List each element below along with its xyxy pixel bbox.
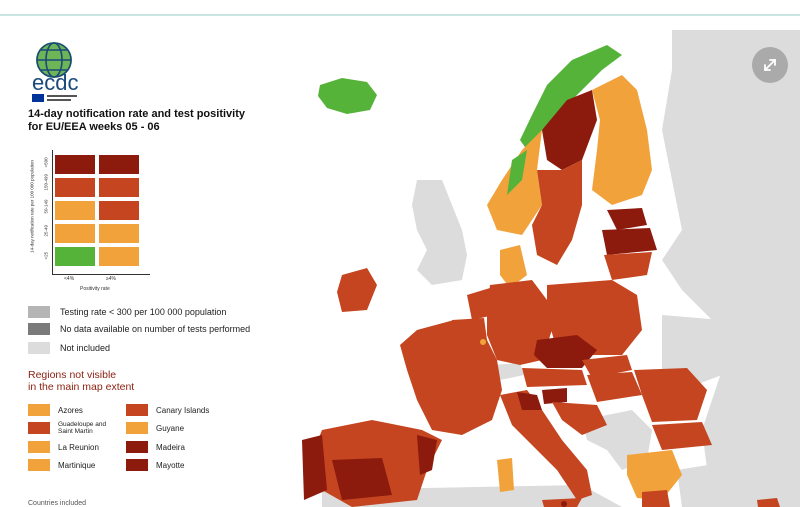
legend-panel: ecdc 14-day notification rate and test p…: [22, 30, 292, 507]
expand-arrows-icon: [764, 59, 776, 71]
matrix-y-label: 14-day notification rate per 100 000 pop…: [29, 160, 35, 253]
non-eu-land-switzerland: [492, 363, 524, 380]
ecdc-logo: ecdc: [32, 42, 78, 102]
x-tick-high: ≥4%: [106, 276, 116, 282]
matrix-cell: [98, 223, 140, 244]
country-germany: [487, 280, 552, 365]
country-lithuania: [604, 252, 652, 280]
y-tick-label: >500: [43, 157, 49, 168]
country-italy-sardinia: [497, 458, 514, 492]
region-la-reunion: La Reunion: [28, 440, 99, 454]
country-norway-north: [520, 45, 622, 150]
legend-item-no-data: No data available on number of tests per…: [28, 322, 250, 336]
country-slovakia: [582, 355, 632, 378]
swatch: [28, 323, 50, 335]
non-eu-land-uk: [412, 180, 467, 285]
country-norway-west: [507, 150, 527, 195]
non-eu-land-turkey: [677, 450, 800, 507]
legend-item-testing-rate: Testing rate < 300 per 100 000 populatio…: [28, 305, 226, 319]
country-estonia: [607, 208, 647, 230]
region-mayotte: Mayotte: [126, 458, 184, 472]
country-czechia: [534, 335, 597, 368]
country-greece: [627, 450, 682, 500]
region-madeira: Madeira: [126, 440, 185, 454]
europe-map: [302, 30, 800, 507]
region-spain-south: [332, 458, 392, 500]
header-strip: [0, 0, 800, 16]
expand-button[interactable]: [752, 47, 788, 83]
country-austria: [522, 368, 587, 387]
matrix-cell: [98, 200, 140, 221]
region-canary-islands: Canary Islands: [126, 403, 209, 417]
y-tick-label: <25: [43, 251, 49, 260]
svg-text:ecdc: ecdc: [32, 70, 78, 95]
matrix-cell: [54, 246, 96, 267]
region-spain-east: [417, 435, 437, 475]
matrix-cell: [54, 200, 96, 221]
x-tick-low: <4%: [64, 276, 75, 282]
country-france: [400, 320, 502, 435]
non-eu-land-russia: [662, 30, 800, 507]
country-denmark: [500, 245, 527, 288]
country-iceland: [318, 78, 377, 114]
country-latvia: [602, 228, 657, 255]
region-guadeloupe: Guadeloupe and Saint Martin: [28, 421, 118, 435]
country-netherlands: [467, 288, 494, 320]
country-romania: [634, 368, 707, 422]
matrix-cell: [98, 154, 140, 175]
region-italy-north: [517, 392, 542, 410]
country-croatia: [552, 402, 607, 435]
country-sweden-south: [532, 160, 582, 265]
matrix-cell: [98, 177, 140, 198]
matrix-y-axis: [52, 150, 53, 275]
legend-title: 14-day notification rate and test positi…: [28, 108, 245, 133]
country-hungary: [587, 372, 642, 402]
matrix-cell: [98, 246, 140, 267]
y-tick-label: 25-49: [43, 224, 49, 237]
matrix-x-axis: [52, 274, 150, 275]
regions-title: Regions not visible in the main map exte…: [28, 369, 135, 393]
region-martinique: Martinique: [28, 458, 95, 472]
country-luxembourg: [480, 339, 486, 345]
country-portugal: [302, 435, 327, 500]
map-figure: ecdc 14-day notification rate and test p…: [22, 30, 800, 507]
country-italy: [500, 390, 592, 500]
country-sweden-north: [542, 90, 597, 170]
matrix-cell: [54, 177, 96, 198]
country-slovenia: [542, 388, 567, 404]
region-greece-south: [642, 490, 670, 507]
region-azores: Azores: [28, 403, 83, 417]
country-finland: [592, 75, 652, 205]
y-tick-label: 150-499: [43, 173, 49, 191]
region-guyane: Guyane: [126, 421, 184, 435]
country-ireland: [337, 268, 377, 312]
swatch: [28, 342, 50, 354]
country-bulgaria: [652, 422, 712, 450]
y-tick-label: 50-149: [43, 199, 49, 214]
matrix-cell: [54, 223, 96, 244]
matrix-cell: [54, 154, 96, 175]
swatch: [28, 306, 50, 318]
footer-note: Countries included: [28, 500, 86, 507]
legend-item-not-included: Not included: [28, 341, 110, 355]
matrix-x-label: Positivity rate: [80, 286, 110, 292]
country-cyprus: [757, 498, 780, 507]
country-malta: [561, 501, 567, 507]
